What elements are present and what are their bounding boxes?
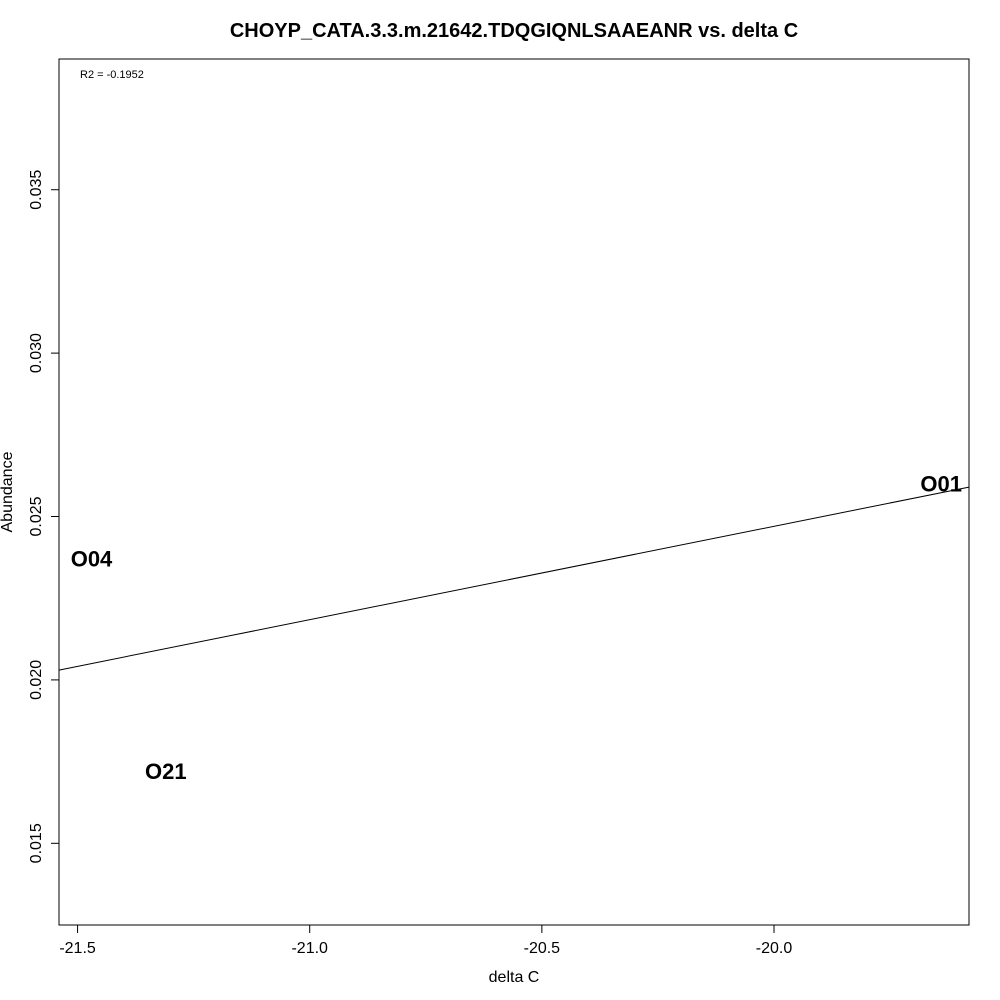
point-label-o01: O01 xyxy=(920,471,962,496)
x-tick-label: -21.0 xyxy=(291,940,328,957)
x-axis-label: delta C xyxy=(489,969,540,986)
r2-annotation: R2 = -0.1952 xyxy=(80,69,144,81)
y-tick-label: 0.020 xyxy=(28,660,45,700)
y-axis-ticks: 0.015 0.020 0.025 0.030 0.035 xyxy=(28,170,59,863)
x-axis-ticks: -21.5 -21.0 -20.5 -20.0 xyxy=(59,925,792,957)
x-tick-label: -20.0 xyxy=(756,940,793,957)
point-labels-layer: O04 O21 O01 xyxy=(71,471,962,784)
y-axis-label: Abundance xyxy=(0,451,16,532)
y-tick-label: 0.025 xyxy=(28,496,45,536)
y-tick-label: 0.030 xyxy=(28,333,45,373)
y-tick-label: 0.035 xyxy=(28,170,45,210)
point-label-o21: O21 xyxy=(145,759,187,784)
regression-line-layer xyxy=(58,486,970,671)
x-tick-label: -20.5 xyxy=(524,940,561,957)
x-tick-label: -21.5 xyxy=(59,940,96,957)
y-tick-label: 0.015 xyxy=(28,823,45,863)
plot-frame xyxy=(58,58,970,926)
point-label-o04: O04 xyxy=(71,546,113,571)
chart-title: CHOYP_CATA.3.3.m.21642.TDQGIQNLSAAEANR v… xyxy=(230,20,798,42)
regression-line xyxy=(58,486,970,671)
